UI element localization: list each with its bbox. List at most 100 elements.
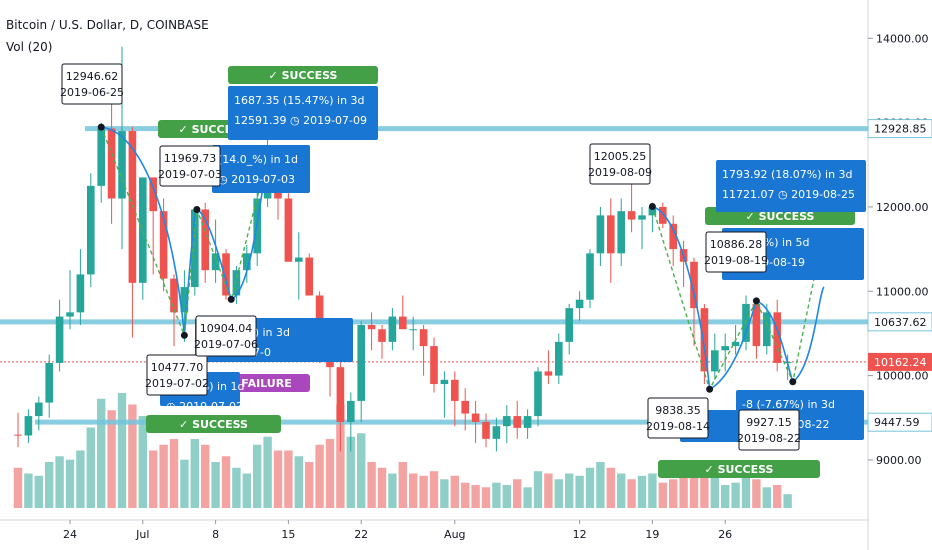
volume-bar [513, 479, 522, 508]
candle-body[interactable] [399, 316, 407, 330]
candle-body[interactable] [232, 270, 241, 296]
y-tick-label: 11000.00 [876, 285, 929, 298]
candle-body[interactable] [222, 253, 230, 296]
candle-body[interactable] [201, 209, 209, 271]
outcome-label-text: ✓ SUCCESS [269, 69, 338, 82]
candle-body[interactable] [773, 312, 781, 363]
volume-bar [440, 479, 449, 508]
level-price-label: 12928.85 [874, 123, 927, 136]
harmonic-pattern-curve [196, 208, 232, 300]
candle-body[interactable] [97, 128, 105, 186]
candle-body[interactable] [357, 325, 365, 401]
volume-bar [107, 410, 116, 508]
candle-body[interactable] [700, 308, 709, 372]
candle-body[interactable] [170, 278, 178, 313]
volume-bar [305, 462, 314, 508]
candle-body[interactable] [763, 312, 771, 347]
candle-body[interactable] [284, 198, 293, 262]
candle-body[interactable] [430, 346, 438, 385]
y-tick-label: 10000.00 [876, 370, 929, 383]
candle-body[interactable] [451, 379, 459, 401]
volume-bar [253, 444, 262, 508]
candle-body[interactable] [638, 215, 646, 220]
candle-body[interactable] [721, 346, 729, 351]
candle-body[interactable] [388, 316, 397, 342]
candle-body[interactable] [45, 362, 53, 403]
candle-body[interactable] [503, 416, 511, 427]
candle-body[interactable] [191, 209, 199, 288]
candle-body[interactable] [669, 223, 677, 250]
candle-body[interactable] [659, 206, 667, 224]
pivot-point [789, 378, 797, 386]
candle-body[interactable] [440, 379, 449, 385]
volume-bar [45, 462, 54, 508]
candle-body[interactable] [555, 341, 563, 376]
candle-body[interactable] [586, 253, 594, 300]
projection-date: 12591.39 ◷ 2019-07-09 [234, 114, 367, 127]
candle-body[interactable] [87, 185, 95, 275]
candle-body[interactable] [461, 400, 469, 414]
pivot-callout [705, 231, 767, 273]
candle-body[interactable] [534, 371, 542, 417]
candle-body[interactable] [55, 316, 64, 363]
candle-body[interactable] [648, 206, 657, 216]
candle-body[interactable] [347, 400, 355, 422]
candle-body[interactable] [617, 211, 625, 254]
candle-body[interactable] [14, 434, 22, 436]
pivot-point [706, 385, 714, 393]
candle-body[interactable] [607, 215, 615, 254]
volume-bar [76, 450, 85, 508]
candle-body[interactable] [742, 303, 750, 342]
candle-body[interactable] [513, 416, 521, 428]
candle-body[interactable] [24, 416, 33, 436]
candle-body[interactable] [139, 177, 147, 283]
candle-body[interactable] [336, 367, 345, 422]
candle-body[interactable] [575, 299, 584, 309]
candle-body[interactable] [149, 177, 157, 212]
candle-body[interactable] [118, 131, 126, 199]
candle-body[interactable] [367, 325, 376, 330]
candle-body[interactable] [544, 371, 553, 376]
volume-bar [762, 487, 771, 508]
candle-body[interactable] [482, 421, 490, 439]
candle-body[interactable] [409, 329, 417, 331]
candle-body[interactable] [243, 253, 251, 271]
candle-body[interactable] [76, 274, 85, 313]
candle-body[interactable] [627, 211, 636, 220]
candle-body[interactable] [35, 402, 43, 417]
projection-text: 1687.35 (15.47%) in 3d [234, 94, 365, 107]
candle-body[interactable] [731, 341, 740, 347]
candle-body[interactable] [66, 312, 74, 317]
volume-bar [669, 479, 678, 508]
candle-body[interactable] [492, 426, 501, 439]
candle-body[interactable] [596, 215, 605, 254]
candle-body[interactable] [378, 329, 386, 342]
candle-body[interactable] [159, 211, 168, 279]
current-price-label: 10162.24 [874, 356, 927, 369]
pivot-price: 9838.35 [655, 404, 701, 417]
candle-body[interactable] [711, 350, 719, 372]
candle-body[interactable] [471, 413, 480, 422]
candle-body[interactable] [305, 257, 313, 296]
volume-bar [523, 487, 532, 508]
x-tick-label: 24 [63, 528, 77, 541]
candle-body[interactable] [180, 287, 189, 313]
candle-body[interactable] [107, 128, 116, 199]
volume-bar [24, 473, 33, 508]
candle-body[interactable] [295, 257, 303, 262]
outcome-label-text: ✓ SUCCESS [179, 418, 248, 431]
pivot-date: 2019-08-22 [737, 432, 801, 445]
candle-body[interactable] [211, 253, 220, 271]
volume-bar [284, 450, 293, 508]
volume-bar [492, 482, 501, 508]
volume-bar [596, 462, 605, 508]
volume-bar [658, 482, 667, 508]
candle-body[interactable] [690, 261, 698, 309]
candle-body[interactable] [752, 303, 761, 347]
candle-body[interactable] [419, 329, 428, 347]
x-tick-label: 22 [354, 528, 368, 541]
candle-body[interactable] [565, 308, 573, 342]
pivot-point [648, 202, 656, 210]
candle-body[interactable] [523, 416, 532, 428]
